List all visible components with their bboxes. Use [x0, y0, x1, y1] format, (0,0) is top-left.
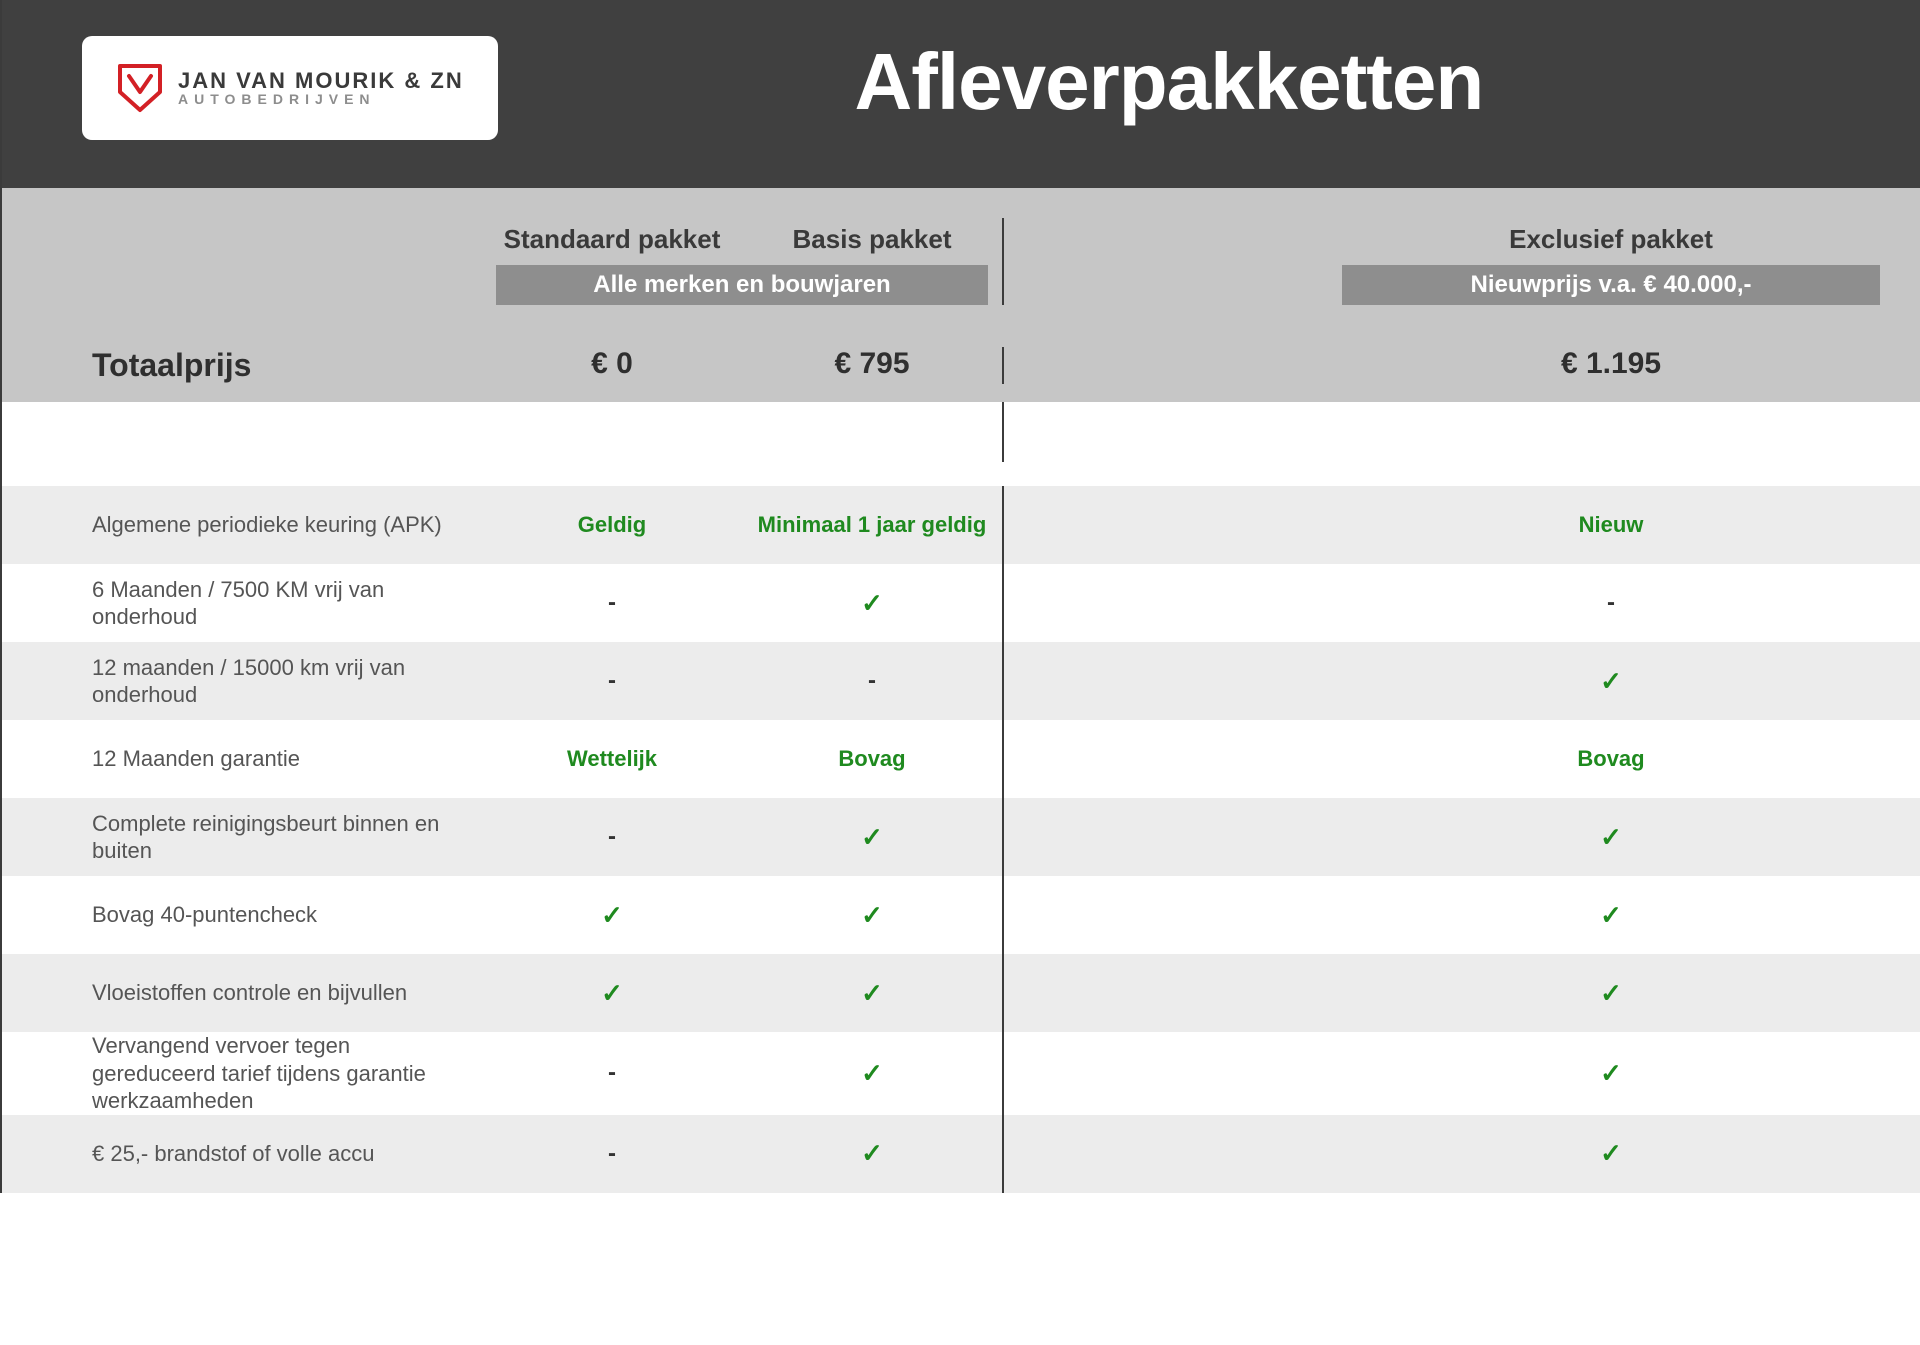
feature-label: 6 Maanden / 7500 KM vrij van onderhoud	[2, 576, 482, 631]
column-separator	[1002, 876, 1302, 954]
column-separator	[1002, 798, 1302, 876]
feature-row: 6 Maanden / 7500 KM vrij van onderhoud-✓…	[2, 564, 1920, 642]
feature-cell-basis: ✓	[742, 900, 1002, 931]
features-table: Algemene periodieke keuring (APK)GeldigM…	[2, 462, 1920, 1193]
feature-cell-basis: ✓	[742, 1058, 1002, 1089]
feature-cell-standaard: -	[482, 589, 742, 617]
feature-cell-exclusief: Nieuw	[1302, 512, 1920, 538]
feature-cell-exclusief: ✓	[1302, 822, 1920, 853]
feature-row: Algemene periodieke keuring (APK)GeldigM…	[2, 486, 1920, 564]
feature-row: Complete reinigingsbeurt binnen en buite…	[2, 798, 1920, 876]
feature-label: Algemene periodieke keuring (APK)	[2, 511, 482, 539]
total-basis: € 795	[742, 347, 1002, 384]
logo-sub: AUTOBEDRIJVEN	[178, 92, 464, 107]
column-separator	[1002, 1115, 1302, 1193]
tag-new-price: Nieuwprijs v.a. € 40.000,-	[1342, 265, 1880, 305]
page: JAN VAN MOURIK & ZN AUTOBEDRIJVEN Afleve…	[0, 0, 1920, 1193]
feature-label: Vloeistoffen controle en bijvullen	[2, 979, 482, 1007]
logo-shield-icon	[116, 62, 164, 114]
feature-row: Vloeistoffen controle en bijvullen✓✓✓	[2, 954, 1920, 1032]
topbar: JAN VAN MOURIK & ZN AUTOBEDRIJVEN Afleve…	[2, 0, 1920, 188]
column-separator	[1002, 720, 1302, 798]
logo-name: JAN VAN MOURIK & ZN	[178, 69, 464, 92]
feature-cell-standaard: -	[482, 1140, 742, 1168]
package-name-basis: Basis pakket	[742, 218, 1002, 261]
column-separator	[1002, 564, 1302, 642]
feature-cell-exclusief: ✓	[1302, 978, 1920, 1009]
logo-text: JAN VAN MOURIK & ZN AUTOBEDRIJVEN	[178, 69, 464, 107]
feature-row: € 25,- brandstof of volle accu-✓✓	[2, 1115, 1920, 1193]
column-separator	[1002, 486, 1302, 564]
logo-card: JAN VAN MOURIK & ZN AUTOBEDRIJVEN	[82, 36, 498, 140]
feature-cell-exclusief: ✓	[1302, 1138, 1920, 1169]
column-separator	[1002, 954, 1302, 1032]
feature-cell-standaard: Geldig	[482, 512, 742, 538]
feature-cell-exclusief: ✓	[1302, 666, 1920, 697]
column-separator	[1002, 1032, 1302, 1115]
feature-cell-exclusief: ✓	[1302, 1058, 1920, 1089]
spacer	[2, 402, 1920, 462]
feature-row: 12 Maanden garantieWettelijkBovagBovag	[2, 720, 1920, 798]
package-name-exclusief: Exclusief pakket	[1302, 218, 1920, 261]
feature-label: 12 Maanden garantie	[2, 745, 482, 773]
feature-cell-basis: ✓	[742, 822, 1002, 853]
feature-label: Complete reinigingsbeurt binnen en buite…	[2, 810, 482, 865]
feature-cell-standaard: ✓	[482, 900, 742, 931]
feature-cell-standaard: -	[482, 667, 742, 695]
page-title: Afleverpakketten	[498, 36, 1840, 128]
totals-row: Totaalprijs € 0 € 795 € 1.195	[2, 347, 1920, 402]
feature-row: 12 maanden / 15000 km vrij van onderhoud…	[2, 642, 1920, 720]
feature-cell-standaard: ✓	[482, 978, 742, 1009]
tag-all-brands: Alle merken en bouwjaren	[496, 265, 988, 305]
feature-label: € 25,- brandstof of volle accu	[2, 1140, 482, 1168]
feature-cell-exclusief: ✓	[1302, 900, 1920, 931]
feature-cell-basis: Minimaal 1 jaar geldig	[742, 512, 1002, 538]
column-separator	[1002, 642, 1302, 720]
feature-cell-standaard: -	[482, 1059, 742, 1087]
package-name-standaard: Standaard pakket	[482, 218, 742, 261]
feature-cell-basis: ✓	[742, 1138, 1002, 1169]
feature-cell-exclusief: -	[1302, 589, 1920, 617]
feature-row: Vervangend vervoer tegen gereduceerd tar…	[2, 1032, 1920, 1115]
feature-cell-basis: -	[742, 667, 1002, 695]
feature-row: Bovag 40-puntencheck✓✓✓	[2, 876, 1920, 954]
feature-cell-exclusief: Bovag	[1302, 746, 1920, 772]
feature-cell-standaard: -	[482, 823, 742, 851]
feature-label: 12 maanden / 15000 km vrij van onderhoud	[2, 654, 482, 709]
feature-cell-basis: ✓	[742, 588, 1002, 619]
total-standaard: € 0	[482, 347, 742, 384]
feature-cell-basis: ✓	[742, 978, 1002, 1009]
feature-label: Bovag 40-puntencheck	[2, 901, 482, 929]
packages-band: Standaard pakket Basis pakket Exclusief …	[2, 188, 1920, 402]
feature-cell-basis: Bovag	[742, 746, 1002, 772]
total-exclusief: € 1.195	[1302, 347, 1920, 384]
feature-cell-standaard: Wettelijk	[482, 746, 742, 772]
feature-label: Vervangend vervoer tegen gereduceerd tar…	[2, 1032, 482, 1115]
totals-label: Totaalprijs	[2, 347, 482, 384]
